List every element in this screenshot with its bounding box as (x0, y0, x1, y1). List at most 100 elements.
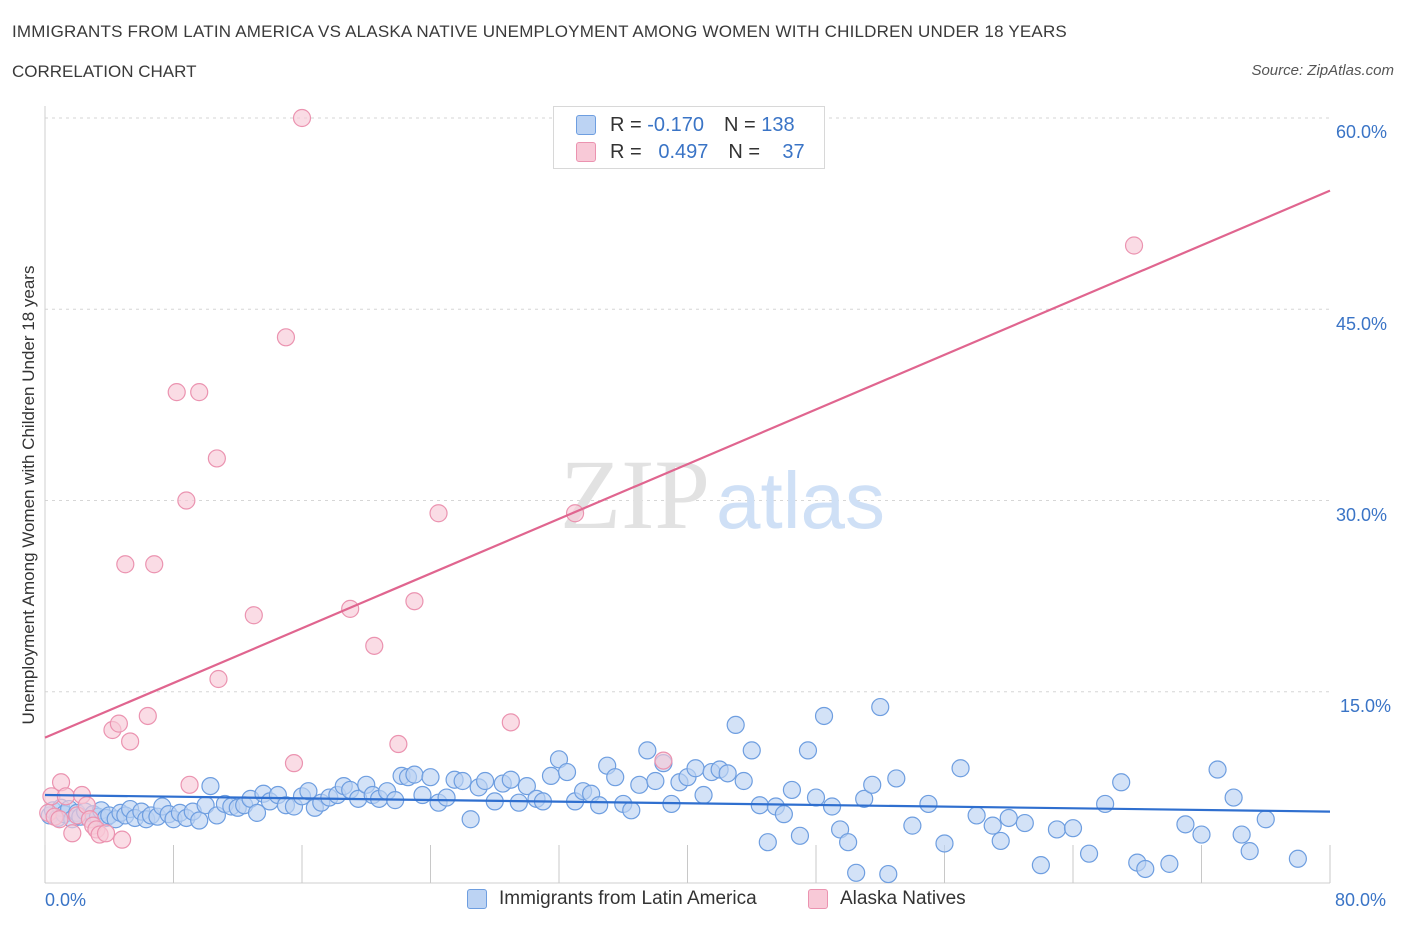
data-point-immigrants (557, 762, 577, 782)
n-value: 138 (761, 113, 795, 136)
data-point-immigrants (638, 741, 657, 760)
trend-line-immigrants (44, 793, 1331, 813)
legend-item-immigrants[interactable]: Immigrants from Latin America (467, 888, 757, 910)
data-point-immigrants (774, 805, 793, 824)
data-point-immigrants (517, 776, 536, 796)
data-point-immigrants (190, 811, 209, 830)
data-point-immigrants (476, 771, 495, 791)
data-point-immigrants (630, 775, 649, 794)
n-label: N = (723, 113, 756, 136)
y-tick-60: 60.0% (1336, 122, 1388, 142)
watermark: ZIP atlas (560, 439, 885, 550)
legend-swatch-blue (467, 889, 487, 909)
grid-lines (45, 117, 1330, 693)
data-point-immigrants (247, 803, 267, 822)
data-point-immigrants (1240, 842, 1259, 861)
data-point-alaska (116, 555, 135, 574)
x-tick-max: 80.0% (1335, 890, 1387, 910)
legend-swatch-pink (808, 889, 828, 909)
data-point-immigrants (606, 768, 625, 787)
data-point-immigrants (839, 833, 858, 852)
data-point-alaska (177, 491, 196, 510)
data-point-immigrants (887, 769, 906, 788)
data-point-immigrants (299, 782, 318, 801)
n-value: 37 (782, 140, 805, 163)
series-immigrants-latin-america (40, 697, 1307, 884)
data-point-immigrants (501, 770, 520, 789)
data-point-alaska (167, 383, 186, 402)
trend-line-alaska (44, 189, 1331, 739)
legend-label: Immigrants from Latin America (499, 888, 757, 909)
stats-legend: R = -0.170 N = 138 R = 0.497 N = 37 (553, 106, 825, 169)
data-point-immigrants (935, 834, 954, 853)
data-point-immigrants (734, 771, 753, 791)
data-point-immigrants (814, 706, 834, 726)
data-point-immigrants (847, 863, 866, 882)
y-tick-30: 30.0% (1336, 505, 1388, 525)
data-point-immigrants (871, 697, 890, 717)
data-point-immigrants (686, 759, 705, 778)
data-point-immigrants (646, 771, 665, 791)
data-point-alaska (190, 383, 209, 402)
data-point-alaska (565, 504, 585, 523)
data-point-immigrants (951, 759, 970, 778)
data-point-immigrants (1079, 844, 1099, 863)
watermark-atlas: atlas (716, 456, 885, 545)
data-point-immigrants (622, 801, 641, 820)
axes (44, 106, 1331, 884)
data-point-immigrants (999, 808, 1018, 828)
data-point-alaska (50, 810, 69, 829)
r-label: R = (610, 140, 642, 163)
data-point-alaska (292, 108, 312, 128)
series-alaska-natives (39, 108, 1144, 849)
watermark-zip: ZIP (560, 439, 710, 550)
legend-item-alaska[interactable]: Alaska Natives (808, 888, 966, 910)
data-point-immigrants (1176, 815, 1195, 834)
data-point-immigrants (879, 864, 898, 884)
data-point-alaska (96, 824, 116, 843)
data-point-immigrants (453, 771, 472, 791)
data-point-immigrants (718, 764, 737, 783)
data-point-alaska (654, 751, 673, 770)
data-point-immigrants (405, 765, 424, 784)
data-point-immigrants (967, 806, 986, 825)
data-point-alaska (244, 606, 263, 625)
data-point-alaska (405, 592, 424, 611)
data-point-immigrants (726, 715, 745, 735)
data-point-immigrants (855, 789, 874, 808)
data-point-immigrants (790, 826, 810, 845)
data-point-immigrants (509, 793, 528, 812)
trend-lines (44, 189, 1331, 813)
n-label: N = (728, 140, 761, 163)
chart-title: IMMIGRANTS FROM LATIN AMERICA VS ALASKA … (12, 22, 1067, 41)
data-point-alaska (501, 713, 520, 732)
chart-subtitle: CORRELATION CHART (12, 62, 197, 81)
data-point-immigrants (1015, 813, 1034, 833)
data-point-alaska (1124, 236, 1144, 255)
data-point-immigrants (590, 796, 609, 815)
data-point-immigrants (1096, 794, 1115, 814)
data-point-immigrants (541, 766, 561, 786)
data-point-alaska (121, 732, 140, 751)
data-point-alaska (365, 636, 384, 655)
data-point-immigrants (1031, 856, 1050, 875)
data-point-immigrants (1224, 788, 1243, 807)
y-axis-label: Unemployment Among Women with Children U… (19, 265, 38, 725)
data-point-alaska (180, 775, 199, 794)
data-point-immigrants (742, 741, 761, 760)
data-point-immigrants (1232, 825, 1251, 844)
data-point-alaska (284, 754, 304, 773)
data-point-immigrants (201, 776, 220, 796)
data-point-immigrants (1112, 773, 1131, 792)
data-point-immigrants (782, 780, 802, 800)
y-tick-45: 45.0% (1336, 314, 1388, 334)
y-tick-15: 15.0% (1340, 696, 1392, 716)
legend-swatch-pink (576, 142, 596, 162)
data-point-immigrants (1160, 854, 1179, 873)
data-point-immigrants (437, 788, 456, 807)
stats-row-alaska: R = 0.497 N = 37 (576, 139, 805, 165)
data-point-immigrants (991, 831, 1010, 851)
data-point-alaska (145, 555, 164, 574)
data-point-alaska (109, 714, 128, 733)
